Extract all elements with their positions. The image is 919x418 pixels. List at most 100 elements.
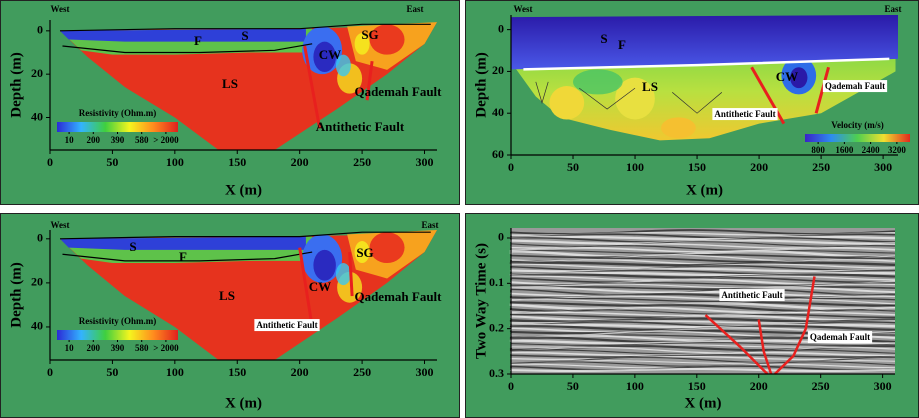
colorbar-tick-label: 10 [65, 135, 75, 145]
reflector [510, 355, 896, 361]
section-line [298, 247, 314, 328]
annotation-box [719, 289, 785, 302]
section-line [773, 276, 816, 375]
y-tick-label: 20 [492, 63, 504, 77]
y-axis-label: Depth (m) [8, 262, 24, 327]
colorbar [57, 330, 178, 340]
y-tick-label: 0 [37, 231, 43, 245]
section-line [814, 66, 830, 114]
y-tick-label: 0 [498, 21, 504, 35]
anomaly [661, 117, 696, 139]
section-line [365, 60, 374, 101]
annotation: LS [222, 76, 238, 91]
colorbar-tick-label: 580 [135, 135, 149, 145]
annotation: Qademah Fault [354, 84, 442, 99]
section-line [704, 314, 769, 375]
section-body [59, 28, 306, 42]
annotation: CW [319, 47, 341, 62]
x-tick-label: 0 [508, 379, 514, 393]
annotation: F [618, 37, 626, 52]
x-tick-label: 50 [106, 155, 118, 169]
section [59, 230, 438, 360]
section-line [535, 81, 549, 104]
anomaly [790, 67, 808, 89]
reflector [509, 235, 896, 241]
x-tick-label: 0 [508, 160, 514, 174]
annotation: CW [776, 69, 798, 84]
section-line [348, 251, 354, 297]
annotation: Antithetic Fault [256, 320, 317, 330]
colorbar-tick-label: > 2000 [153, 343, 179, 353]
colorbar-tick-label: 390 [111, 135, 125, 145]
x-tick-label: 100 [166, 155, 184, 169]
y-tick-label: 40 [31, 319, 43, 333]
reflector [510, 342, 896, 346]
reflector [510, 286, 896, 290]
colorbar-tick-label: 2400 [862, 145, 881, 155]
reflector [509, 271, 896, 277]
reflector [510, 258, 896, 266]
reflector [510, 247, 896, 253]
reflector [509, 249, 896, 259]
annotation: SG [361, 27, 378, 42]
x-tick-label: 250 [812, 160, 830, 174]
reflector [510, 346, 896, 354]
anomaly [369, 232, 405, 264]
reflector [510, 288, 896, 296]
reflector [509, 261, 896, 267]
reflector [510, 283, 896, 289]
colorbar-tick-label: 390 [111, 343, 125, 353]
x-tick-label: 300 [416, 155, 434, 169]
x-tick-label: 150 [228, 155, 246, 169]
x-tick-label: 300 [416, 365, 434, 379]
x-tick-label: 250 [812, 379, 830, 393]
annotation: Qademah Fault [810, 332, 870, 342]
x-tick-label: 150 [228, 365, 246, 379]
section-line [62, 251, 313, 262]
section-body [511, 15, 898, 70]
east-label: East [406, 4, 423, 14]
reflector [509, 317, 896, 323]
x-tick-label: 0 [47, 365, 53, 379]
anomaly [335, 54, 351, 77]
x-tick-label: 150 [688, 379, 706, 393]
anomaly [313, 41, 336, 72]
x-tick-label: 200 [750, 160, 768, 174]
y-tick-label: 20 [31, 66, 43, 80]
annotation: F [194, 33, 202, 48]
reflector [509, 302, 896, 310]
colorbar-tick-label: 3200 [888, 145, 907, 155]
annotation: S [129, 239, 136, 254]
y-tick-label: 40 [31, 109, 43, 123]
annotation-box [822, 80, 888, 93]
annotation: S [600, 31, 607, 46]
x-axis-label: X (m) [686, 182, 723, 198]
y-tick-label: 0.2 [489, 320, 504, 334]
colorbar-label: Resistivity (Ohm.m) [79, 108, 157, 118]
annotation-box [712, 108, 778, 121]
anomaly [615, 77, 655, 120]
section-line [757, 319, 773, 375]
x-tick-label: 200 [291, 365, 309, 379]
x-tick-label: 50 [567, 379, 579, 393]
x-tick-label: 300 [874, 379, 892, 393]
colorbar-tick-label: 200 [87, 343, 101, 353]
anomaly [354, 241, 370, 264]
colorbar-tick-label: 800 [811, 145, 825, 155]
west-label: West [514, 4, 533, 14]
reflector [510, 351, 896, 357]
x-tick-label: 100 [166, 365, 184, 379]
y-tick-label: 40 [492, 105, 504, 119]
annotation: S [241, 28, 248, 43]
colorbar-tick-label: 1600 [835, 145, 854, 155]
y-tick-label: 0.3 [489, 366, 504, 380]
annotation-box [254, 319, 320, 332]
reflector [510, 241, 896, 247]
anomaly [335, 263, 351, 286]
section-line [750, 66, 786, 125]
y-tick-label: 60 [492, 147, 504, 161]
anomaly [313, 249, 336, 281]
y-axis-label: Two Way Time (s) [473, 243, 489, 359]
annotation: LS [219, 288, 235, 303]
